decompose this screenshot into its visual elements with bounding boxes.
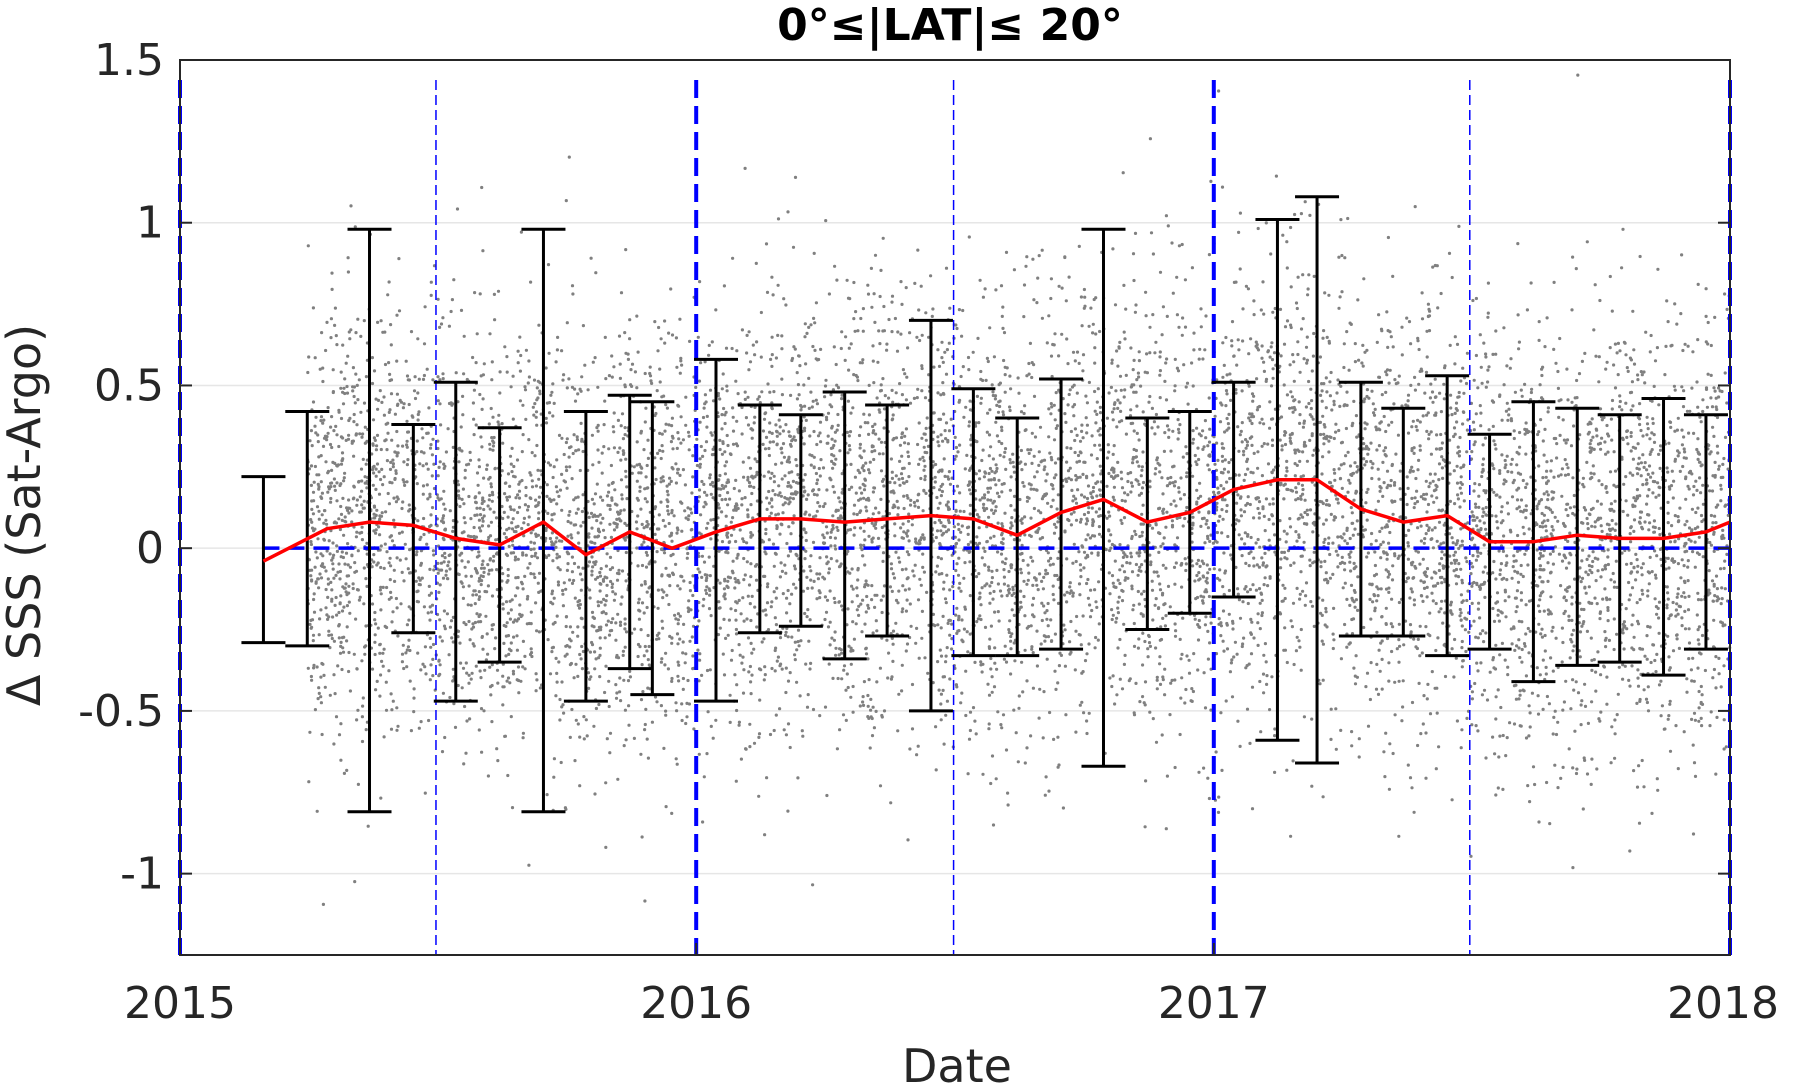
- mean-line: [262, 478, 1731, 563]
- y-tick-label: -0.5: [78, 686, 164, 737]
- error-bar: [433, 380, 478, 703]
- y-tick-label: 0: [136, 523, 164, 574]
- y-tick-label: -1: [120, 849, 164, 900]
- mean-line-path: [262, 478, 1731, 563]
- x-tick-label: 2018: [1667, 978, 1779, 1029]
- y-axis-label: Δ SSS (Sat-Argo): [0, 324, 51, 706]
- plot-frame: [179, 59, 1731, 956]
- error-bar: [630, 400, 675, 697]
- y-tick-label: 1: [136, 198, 164, 249]
- y-tick-label: 0.5: [94, 360, 164, 411]
- x-axis-ticks: 2015 2016 2017 2018: [124, 943, 1779, 1029]
- error-bar: [391, 423, 436, 635]
- x-tick-label: 2015: [124, 978, 236, 1029]
- x-tick-label: 2016: [640, 978, 752, 1029]
- error-bar: [951, 387, 996, 658]
- x-axis-label: Date: [902, 1039, 1012, 1087]
- y-tick-label: 1.5: [94, 35, 164, 86]
- error-bar: [822, 390, 867, 661]
- error-bar: [285, 409, 330, 648]
- chart-title: 0°≤|LAT|≤ 20°: [777, 0, 1123, 51]
- x-tick-label: 2017: [1158, 978, 1270, 1029]
- y-axis-ticks: -1 -0.5 0 0.5 1 1.5: [78, 35, 1730, 900]
